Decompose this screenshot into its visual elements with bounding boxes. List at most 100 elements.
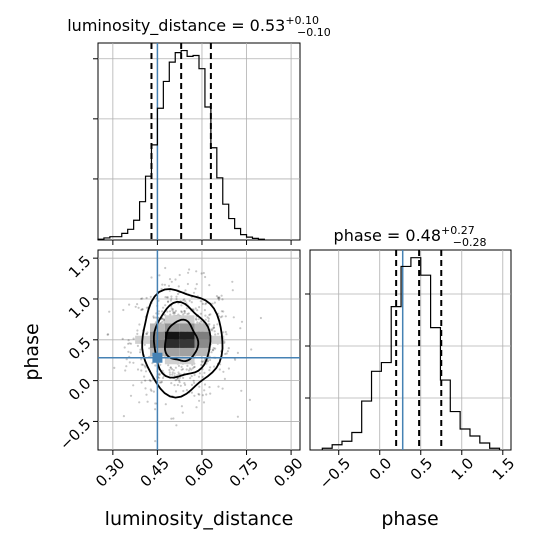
joint-scatter-point xyxy=(208,313,211,317)
joint-scatter-point xyxy=(167,284,171,287)
joint-density-frame xyxy=(97,249,301,451)
joint-scatter-point xyxy=(223,377,226,380)
joint-scatter-point xyxy=(189,377,192,380)
joint-scatter-point xyxy=(180,304,183,307)
joint-scatter-point xyxy=(206,359,210,362)
joint-scatter-point xyxy=(173,311,177,314)
joint-scatter-point xyxy=(145,306,148,309)
joint-scatter-point xyxy=(173,384,176,387)
joint-scatter-point xyxy=(161,283,164,286)
joint-scatter-point xyxy=(132,337,135,340)
joint-scatter-point xyxy=(225,333,228,336)
joint-scatter-point xyxy=(154,402,157,405)
joint-scatter-point xyxy=(168,368,171,372)
joint-scatter-point xyxy=(183,298,186,301)
joint-scatter-point xyxy=(209,366,212,369)
joint-density-cell-18 xyxy=(164,356,180,365)
joint-scatter-point xyxy=(184,300,187,303)
joint-scatter-point xyxy=(152,316,155,319)
joint-scatter-point xyxy=(161,310,164,313)
joint-scatter-point xyxy=(150,276,153,279)
joint-scatter-point xyxy=(106,333,109,336)
joint-scatter-point xyxy=(190,375,193,378)
joint-scatter-point xyxy=(187,369,191,372)
joint-scatter-point xyxy=(186,312,189,316)
phase-title: phase = 0.48+0.27 −0.28 xyxy=(334,224,487,249)
joint-scatter-point xyxy=(141,363,144,366)
luminosity-distance-histogram-grid xyxy=(93,43,300,245)
joint-density-cell-21 xyxy=(209,335,225,344)
joint-scatter-point xyxy=(164,266,167,270)
joint-scatter-point xyxy=(178,273,181,277)
joint-x-tick-label-1: 0.45 xyxy=(137,454,173,490)
joint-density-cell-9 xyxy=(179,323,195,332)
joint-density-cell-10 xyxy=(164,347,180,357)
joint-scatter-point xyxy=(185,389,188,392)
joint-scatter-point xyxy=(171,371,174,374)
joint-scatter-point xyxy=(175,424,178,427)
joint-scatter-point xyxy=(144,379,147,382)
joint-scatter-point xyxy=(164,403,167,406)
joint-scatter-point xyxy=(166,300,170,303)
joint-scatter-point xyxy=(122,415,125,418)
joint-scatter-point xyxy=(148,379,151,382)
joint-scatter-point xyxy=(167,300,170,303)
joint-scatter-point xyxy=(224,315,227,318)
joint-scatter-point xyxy=(190,368,193,371)
joint-scatter-point xyxy=(128,342,131,345)
joint-scatter-point xyxy=(182,299,185,302)
joint-scatter-point xyxy=(202,271,205,275)
joint-x-tick-labels: 0.30 0.45 0.60 0.75 0.90 xyxy=(92,454,307,490)
joint-scatter-point xyxy=(192,379,195,382)
joint-scatter-point xyxy=(218,296,221,300)
joint-scatter-point xyxy=(181,368,184,371)
joint-scatter-point xyxy=(218,296,221,299)
joint-contour-2 xyxy=(141,288,224,399)
joint-density-cell-6 xyxy=(194,331,210,340)
joint-scatter-point xyxy=(157,373,160,376)
joint-scatter-point xyxy=(198,385,201,388)
joint-scatter-point xyxy=(136,368,140,371)
joint-scatter-point xyxy=(121,337,124,340)
joint-scatter-point xyxy=(141,308,144,311)
luminosity-distance-histogram-panel: luminosity_distance = 0.53+0.10 −0.10 xyxy=(67,14,331,245)
joint-truth-lines xyxy=(98,250,300,450)
joint-scatter-point xyxy=(136,344,139,347)
joint-scatter-point xyxy=(184,383,187,386)
joint-scatter-point xyxy=(227,367,230,370)
phase-histogram-step xyxy=(321,257,501,450)
joint-scatter-point xyxy=(200,360,203,363)
joint-scatter-point xyxy=(190,383,194,386)
joint-density-cell-11 xyxy=(179,347,195,357)
joint-scatter-point xyxy=(138,323,141,326)
joint-scatter-point xyxy=(214,333,217,336)
joint-scatter-point xyxy=(136,332,139,335)
joint-scatter-point xyxy=(224,330,227,334)
joint-scatter-point xyxy=(221,298,224,301)
joint-scatter-point xyxy=(127,339,130,342)
joint-scatter-point xyxy=(216,323,219,326)
joint-scatter-point xyxy=(198,306,201,309)
joint-scatter-point xyxy=(217,332,220,335)
joint-scatter-point xyxy=(175,297,178,301)
joint-scatter-point xyxy=(204,303,207,306)
joint-scatter-point xyxy=(212,347,215,350)
joint-scatter-point xyxy=(213,365,216,368)
joint-scatter-point xyxy=(194,307,197,310)
joint-scatter-point xyxy=(170,368,174,371)
joint-scatter-point xyxy=(157,372,160,375)
joint-scatter-point xyxy=(240,320,244,323)
joint-scatter-point xyxy=(184,289,187,292)
joint-scatter-point xyxy=(218,368,221,371)
joint-scatter-point xyxy=(149,388,152,391)
joint-scatter-point xyxy=(200,363,203,366)
joint-scatter-point xyxy=(212,349,215,352)
joint-scatter-point xyxy=(188,268,191,271)
joint-scatter-point xyxy=(169,366,172,369)
joint-scatter-point xyxy=(174,309,177,312)
joint-scatter-point xyxy=(170,417,173,420)
joint-scatter-point xyxy=(236,415,239,418)
joint-scatter-point xyxy=(143,364,146,367)
joint-truth-marker xyxy=(152,352,163,363)
joint-y-tick-label-2: 0.5 xyxy=(65,334,95,364)
